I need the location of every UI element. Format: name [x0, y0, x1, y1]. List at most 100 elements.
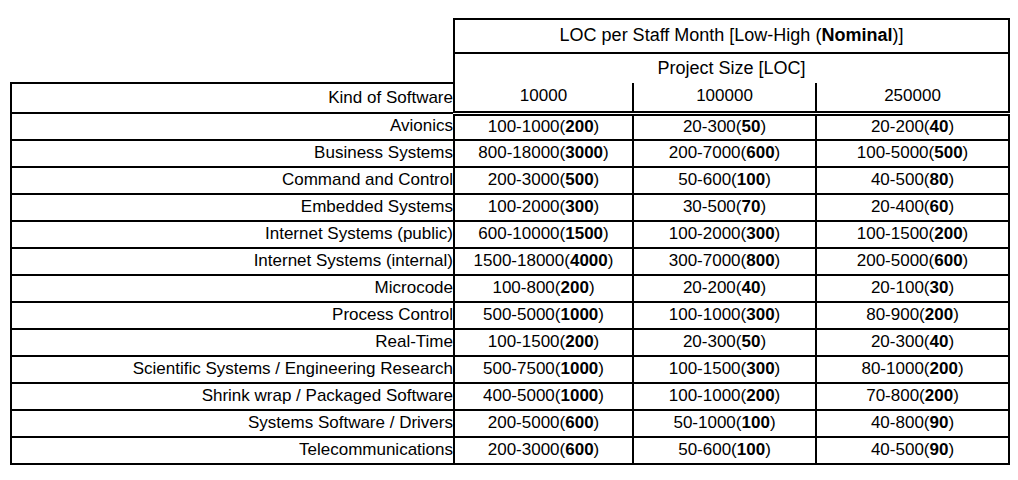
- kind-cell: Scientific Systems / Engineering Researc…: [11, 356, 454, 383]
- value-cell: 500-5000(1000): [454, 302, 633, 329]
- project-size-row: Project Size [LOC]: [11, 53, 1009, 83]
- nominal-value: 50: [742, 332, 761, 351]
- value-cell: 20-300(40): [816, 329, 1009, 356]
- loc-per-staff-month-table: LOC per Staff Month [Low-High (Nominal)]…: [10, 18, 1010, 465]
- table-row: Embedded Systems100-2000(300)30-500(70)2…: [11, 194, 1009, 221]
- range-value: 200-3000(: [488, 170, 566, 189]
- range-value: 40-500(: [871, 170, 930, 189]
- nominal-value: 300: [746, 359, 774, 378]
- table-row: Internet Systems (internal)1500-18000(40…: [11, 248, 1009, 275]
- value-cell: 80-1000(200): [816, 356, 1009, 383]
- nominal-value: 200: [565, 117, 593, 136]
- nominal-value: 40: [930, 332, 949, 351]
- kind-cell: Internet Systems (internal): [11, 248, 454, 275]
- value-cell: 1500-18000(4000): [454, 248, 633, 275]
- close-paren: ): [598, 359, 604, 378]
- nominal-value: 500: [934, 143, 962, 162]
- column-header-row: Kind of Software 10000 100000 250000: [11, 83, 1009, 113]
- range-value: 100-2000(: [488, 197, 566, 216]
- range-value: 20-200(: [683, 278, 742, 297]
- close-paren: ): [608, 251, 614, 270]
- value-cell: 20-200(40): [633, 275, 816, 302]
- value-cell: 200-3000(600): [454, 437, 633, 464]
- range-value: 100-800(: [492, 278, 560, 297]
- value-cell: 100-1500(200): [816, 221, 1009, 248]
- table-row: Systems Software / Drivers200-5000(600)5…: [11, 410, 1009, 437]
- close-paren: ): [594, 332, 600, 351]
- table-row: Avionics100-1000(200)20-300(50)20-200(40…: [11, 113, 1009, 140]
- range-value: 200-5000(: [857, 251, 935, 270]
- close-paren: ): [594, 117, 600, 136]
- value-cell: 50-1000(100): [633, 410, 816, 437]
- close-paren: ): [963, 224, 969, 243]
- kind-cell: Embedded Systems: [11, 194, 454, 221]
- table-title: LOC per Staff Month [Low-High (Nominal)]: [454, 19, 1009, 53]
- size-column-10000: 10000: [454, 83, 633, 113]
- nominal-value: 600: [934, 251, 962, 270]
- nominal-value: 50: [742, 117, 761, 136]
- nominal-value: 300: [565, 197, 593, 216]
- value-cell: 100-800(200): [454, 275, 633, 302]
- close-paren: ): [760, 278, 766, 297]
- value-cell: 70-800(200): [816, 383, 1009, 410]
- kind-of-software-header: Kind of Software: [11, 83, 454, 113]
- close-paren: ): [594, 197, 600, 216]
- value-cell: 100-1000(300): [633, 302, 816, 329]
- nominal-value: 3000: [565, 143, 603, 162]
- range-value: 20-300(: [683, 332, 742, 351]
- range-value: 200-7000(: [669, 143, 747, 162]
- range-value: 500-7500(: [483, 359, 561, 378]
- close-paren: ): [948, 117, 954, 136]
- value-cell: 100-2000(300): [633, 221, 816, 248]
- close-paren: ): [765, 170, 771, 189]
- table-row: Process Control500-5000(1000)100-1000(30…: [11, 302, 1009, 329]
- range-value: 200-3000(: [488, 440, 566, 459]
- value-cell: 50-600(100): [633, 437, 816, 464]
- range-value: 100-1000(: [669, 386, 747, 405]
- close-paren: ): [963, 251, 969, 270]
- range-value: 200-5000(: [488, 413, 566, 432]
- nominal-value: 40: [930, 117, 949, 136]
- table-row: Microcode100-800(200)20-200(40)20-100(30…: [11, 275, 1009, 302]
- range-value: 100-5000(: [857, 143, 935, 162]
- close-paren: ): [775, 224, 781, 243]
- kind-cell: Systems Software / Drivers: [11, 410, 454, 437]
- range-value: 50-1000(: [673, 413, 741, 432]
- close-paren: ): [948, 170, 954, 189]
- kind-cell: Business Systems: [11, 140, 454, 167]
- range-value: 100-1500(: [857, 224, 935, 243]
- range-value: 70-800(: [866, 386, 925, 405]
- range-value: 800-18000(: [478, 143, 565, 162]
- close-paren: ): [775, 251, 781, 270]
- nominal-value: 600: [565, 413, 593, 432]
- close-paren: ): [598, 386, 604, 405]
- title-row: LOC per Staff Month [Low-High (Nominal)]: [11, 19, 1009, 53]
- value-cell: 300-7000(800): [633, 248, 816, 275]
- nominal-value: 300: [746, 305, 774, 324]
- range-value: 300-7000(: [669, 251, 747, 270]
- title-suffix: )]: [892, 25, 903, 45]
- range-value: 100-1500(: [669, 359, 747, 378]
- range-value: 400-5000(: [483, 386, 561, 405]
- value-cell: 20-300(50): [633, 113, 816, 140]
- nominal-value: 600: [746, 143, 774, 162]
- kind-cell: Avionics: [11, 113, 454, 140]
- nominal-value: 40: [742, 278, 761, 297]
- nominal-value: 1500: [565, 224, 603, 243]
- value-cell: 500-7500(1000): [454, 356, 633, 383]
- range-value: 50-600(: [678, 440, 737, 459]
- table-row: Telecommunications200-3000(600)50-600(10…: [11, 437, 1009, 464]
- range-value: 40-800(: [871, 413, 930, 432]
- title-prefix: LOC per Staff Month [Low-High (: [560, 25, 822, 45]
- nominal-value: 200: [925, 386, 953, 405]
- size-column-250000: 250000: [816, 83, 1009, 113]
- range-value: 100-1000(: [488, 117, 566, 136]
- range-value: 100-1000(: [669, 305, 747, 324]
- value-cell: 50-600(100): [633, 167, 816, 194]
- nominal-value: 90: [930, 413, 949, 432]
- range-value: 1500-18000(: [474, 251, 570, 270]
- nominal-value: 1000: [561, 359, 599, 378]
- close-paren: ): [760, 197, 766, 216]
- value-cell: 20-100(30): [816, 275, 1009, 302]
- table-row: Business Systems800-18000(3000)200-7000(…: [11, 140, 1009, 167]
